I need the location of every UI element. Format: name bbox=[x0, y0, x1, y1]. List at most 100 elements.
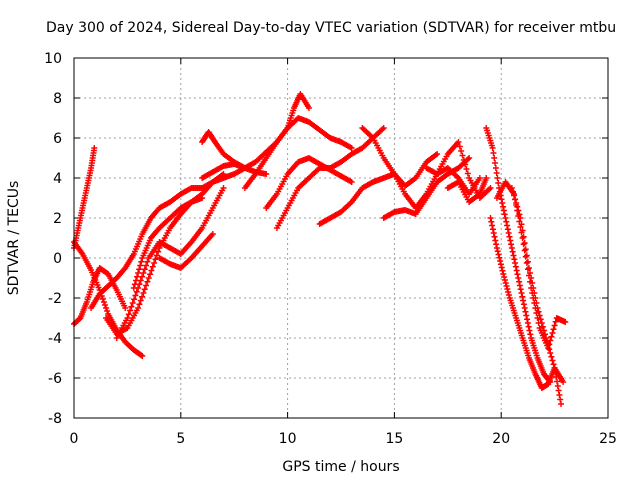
data-point bbox=[140, 290, 147, 296]
data-point bbox=[535, 308, 542, 315]
data-point bbox=[527, 331, 534, 338]
data-point bbox=[139, 293, 146, 300]
data-point bbox=[549, 330, 556, 336]
data-point bbox=[523, 252, 530, 259]
data-point bbox=[492, 165, 499, 171]
data-point bbox=[492, 237, 499, 244]
data-point bbox=[127, 307, 134, 314]
data-point bbox=[502, 215, 509, 221]
data-point bbox=[519, 227, 526, 234]
data-point bbox=[138, 258, 145, 265]
data-point bbox=[143, 262, 150, 269]
data-point bbox=[503, 218, 510, 225]
data-point bbox=[501, 274, 508, 280]
data-point bbox=[458, 148, 465, 154]
data-point bbox=[504, 222, 511, 229]
data-point bbox=[521, 240, 528, 246]
data-point bbox=[132, 277, 139, 284]
data-point bbox=[138, 352, 145, 359]
series-track-3 bbox=[71, 145, 98, 251]
data-point bbox=[507, 237, 514, 244]
y-tick-label: 0 bbox=[53, 251, 62, 267]
data-points bbox=[71, 91, 569, 407]
data-point bbox=[155, 248, 162, 255]
plot-frame bbox=[73, 57, 609, 419]
data-point bbox=[500, 207, 507, 214]
data-point bbox=[139, 273, 146, 280]
data-point bbox=[499, 200, 506, 206]
data-point bbox=[520, 233, 527, 240]
series-track-11 bbox=[241, 115, 355, 191]
data-point bbox=[134, 273, 141, 280]
data-point bbox=[529, 280, 536, 286]
data-point bbox=[263, 171, 270, 177]
data-point bbox=[521, 305, 528, 311]
data-point bbox=[516, 278, 523, 285]
data-point bbox=[550, 361, 557, 368]
data-point bbox=[523, 260, 530, 266]
x-tick-label: 15 bbox=[385, 431, 403, 447]
data-point bbox=[549, 357, 556, 364]
data-point bbox=[99, 296, 106, 302]
data-point bbox=[518, 290, 525, 296]
data-point bbox=[515, 275, 522, 281]
data-point bbox=[506, 233, 513, 240]
x-tick-label: 25 bbox=[599, 431, 617, 447]
data-point bbox=[490, 150, 497, 156]
data-point bbox=[520, 297, 527, 304]
series-track-6 bbox=[113, 185, 227, 341]
data-point bbox=[538, 320, 545, 326]
data-point bbox=[152, 256, 159, 263]
data-point bbox=[540, 327, 547, 334]
y-tick-label: 6 bbox=[53, 131, 62, 147]
data-point bbox=[487, 215, 494, 221]
x-tick-label: 0 bbox=[70, 431, 79, 447]
data-point bbox=[495, 180, 502, 186]
y-tick-label: 2 bbox=[53, 211, 62, 227]
series-track-22 bbox=[493, 179, 569, 351]
data-point bbox=[536, 312, 543, 319]
series-track-14 bbox=[316, 171, 398, 227]
data-point bbox=[509, 188, 516, 195]
data-point bbox=[483, 175, 490, 181]
data-point bbox=[560, 379, 567, 385]
data-point bbox=[528, 275, 535, 281]
data-point bbox=[508, 245, 515, 251]
data-point bbox=[548, 353, 555, 360]
data-point bbox=[525, 323, 532, 330]
data-point bbox=[513, 200, 520, 206]
data-point bbox=[509, 248, 516, 255]
data-point bbox=[487, 185, 494, 191]
data-point bbox=[133, 288, 140, 295]
series-track-4 bbox=[88, 165, 248, 311]
data-point bbox=[547, 337, 554, 344]
data-point bbox=[139, 353, 146, 359]
data-point bbox=[498, 264, 505, 271]
x-tick-label: 20 bbox=[492, 431, 510, 447]
data-point bbox=[141, 286, 148, 293]
data-point bbox=[524, 266, 531, 273]
data-point bbox=[495, 251, 502, 258]
data-point bbox=[91, 145, 98, 151]
x-tick-labels: 0 5 10 15 20 25 bbox=[70, 431, 617, 447]
data-point bbox=[460, 157, 467, 163]
data-point bbox=[380, 125, 387, 131]
y-tick-labels: -8 -6 -4 -2 0 2 4 6 8 10 bbox=[44, 51, 62, 427]
data-point bbox=[147, 271, 154, 278]
data-point bbox=[148, 267, 155, 274]
data-point bbox=[517, 286, 524, 293]
y-tick-label: 10 bbox=[44, 51, 62, 67]
data-point bbox=[533, 300, 540, 306]
data-point bbox=[144, 278, 151, 285]
data-point bbox=[456, 143, 463, 150]
data-point bbox=[476, 175, 483, 181]
data-point bbox=[541, 331, 548, 338]
data-point bbox=[524, 316, 531, 323]
data-point bbox=[545, 342, 552, 349]
data-point bbox=[557, 396, 564, 403]
data-point bbox=[520, 301, 527, 308]
data-point bbox=[522, 253, 529, 260]
y-tick-label: -8 bbox=[48, 411, 62, 427]
data-point bbox=[144, 258, 151, 265]
data-point bbox=[537, 316, 544, 323]
